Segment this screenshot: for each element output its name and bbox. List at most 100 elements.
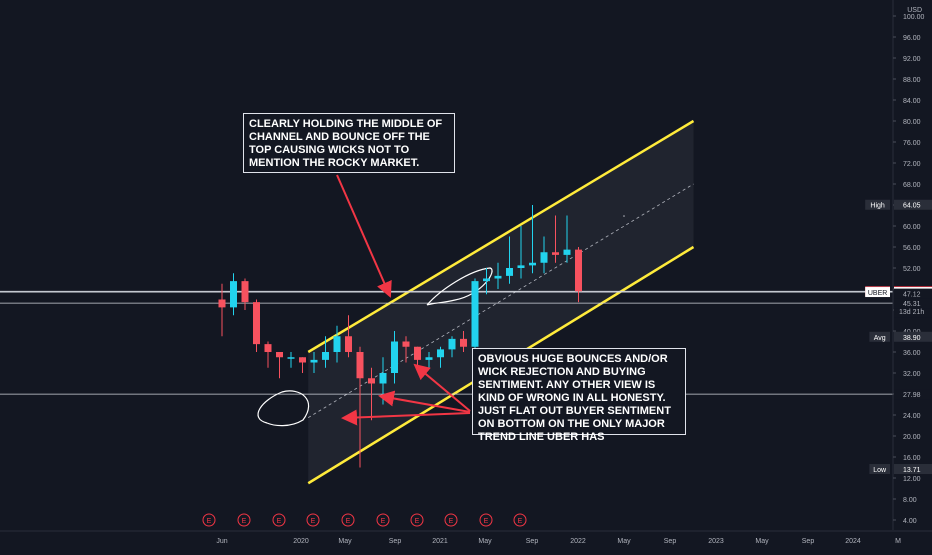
x-tick-label: M [895, 538, 901, 545]
price-value-label: 27.98 [903, 392, 921, 399]
channel-fill [308, 121, 694, 484]
annotation-arrow [336, 174, 392, 298]
price-value-box [894, 464, 932, 475]
candle-body [414, 346, 421, 360]
candle-body [494, 275, 502, 279]
x-tick-label: 2022 [570, 538, 586, 545]
candle-body [552, 252, 559, 255]
earnings-label: E [484, 518, 489, 525]
earnings-label: E [242, 518, 247, 525]
candle-body [402, 341, 410, 347]
earnings-marker [272, 513, 286, 527]
candle-body [264, 344, 272, 352]
x-tick-label: May [617, 538, 631, 545]
earnings-marker [410, 513, 424, 527]
y-tick-label: 8.00 [903, 497, 917, 504]
price-tag-label: UBER [868, 290, 887, 297]
y-tick-label: 80.00 [903, 119, 921, 126]
annotation-arrow [378, 390, 471, 413]
y-tick-label: 92.00 [903, 56, 921, 63]
x-tick-label: Sep [389, 538, 402, 545]
y-tick-label: 20.00 [903, 434, 921, 441]
candle-body [575, 249, 582, 292]
earnings-label: E [207, 518, 212, 525]
candle-body [241, 281, 249, 303]
candle-body [391, 341, 398, 373]
candle-body [368, 378, 375, 384]
curve-drawing [257, 390, 310, 427]
price-value-label: 64.05 [903, 203, 921, 210]
candle-body [356, 352, 364, 379]
candle-body [483, 278, 490, 282]
earnings-label: E [277, 518, 282, 525]
earnings-marker [513, 513, 527, 527]
y-tick-label: 12.00 [903, 476, 921, 483]
y-tick-label: 32.00 [903, 371, 921, 378]
candle-body [471, 281, 479, 347]
earnings-marker [306, 513, 320, 527]
candle-body [230, 281, 237, 308]
candle-body [425, 357, 433, 360]
y-tick-label: 84.00 [903, 98, 921, 105]
x-tick-label: 2020 [293, 538, 309, 545]
earnings-label: E [415, 518, 420, 525]
candle-body [460, 338, 467, 347]
candle-body [448, 338, 456, 350]
price-value-box [894, 331, 932, 342]
candle-body [379, 373, 387, 384]
y-tick-label: 88.00 [903, 77, 921, 84]
candle-body [218, 299, 226, 308]
y-tick-label: 72.00 [903, 161, 921, 168]
price-tag-box [865, 199, 890, 210]
x-tick-label: 2024 [845, 538, 861, 545]
candle-body [253, 302, 260, 345]
bottom-annotation[interactable]: OBVIOUS HUGE BOUNCES AND/OR WICK REJECTI… [472, 348, 686, 443]
y-tick-label: 24.00 [903, 413, 921, 420]
annotation-arrow [341, 409, 471, 426]
earnings-marker [341, 513, 355, 527]
x-tick-label: Sep [526, 538, 539, 545]
y-tick-label: 56.00 [903, 245, 921, 252]
currency-label: USD [907, 7, 922, 14]
y-tick-label: 68.00 [903, 182, 921, 189]
candle-body [563, 249, 571, 255]
y-tick-label: 52.00 [903, 266, 921, 273]
price-value-label: 45.31 [903, 301, 921, 308]
price-value-label: 38.90 [903, 335, 921, 342]
y-tick-label: 60.00 [903, 224, 921, 231]
price-tag-box [869, 464, 890, 475]
x-tick-label: May [338, 538, 352, 545]
price-value-box [894, 199, 932, 210]
price-value-box [894, 389, 932, 400]
top-annotation[interactable]: CLEARLY HOLDING THE MIDDLE OF CHANNEL AN… [243, 113, 455, 173]
marker-dot [623, 215, 625, 217]
y-tick-label: 96.00 [903, 35, 921, 42]
candle-body [345, 336, 352, 352]
price-tag-box [865, 287, 890, 298]
annotation-arrow [413, 363, 471, 412]
earnings-marker [237, 513, 251, 527]
candle-body [276, 352, 283, 358]
earnings-marker [444, 513, 458, 527]
price-value-box [894, 288, 932, 299]
price-value-label: 13.71 [903, 467, 921, 474]
price-value-box [894, 298, 932, 309]
x-tick-label: 2021 [432, 538, 448, 545]
earnings-label: E [346, 518, 351, 525]
price-tag-box [869, 331, 890, 342]
y-tick-label: 100.00 [903, 14, 925, 21]
earnings-label: E [311, 518, 316, 525]
candle-body [517, 265, 525, 268]
y-tick-label: 16.00 [903, 455, 921, 462]
candle-body [287, 357, 295, 359]
x-tick-label: Jun [216, 538, 227, 545]
candle-body [506, 268, 513, 276]
earnings-label: E [381, 518, 386, 525]
price-tag-label: High [870, 203, 885, 210]
candle-body [299, 357, 306, 363]
earnings-marker [376, 513, 390, 527]
earnings-label: E [449, 518, 454, 525]
y-tick-label: 4.00 [903, 518, 917, 525]
